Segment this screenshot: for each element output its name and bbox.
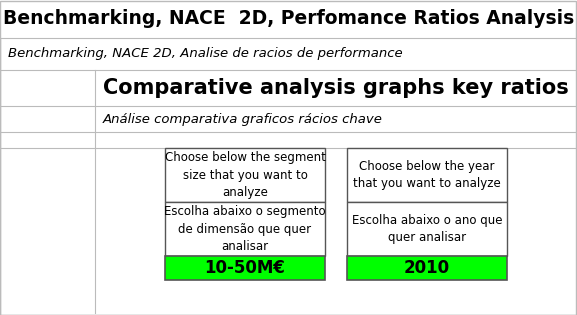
FancyBboxPatch shape: [347, 256, 507, 280]
Text: Escolha abaixo o ano que
quer analisar: Escolha abaixo o ano que quer analisar: [352, 214, 502, 244]
Text: Choose below the year
that you want to analyze: Choose below the year that you want to a…: [353, 160, 501, 190]
Text: 2010: 2010: [404, 259, 450, 277]
FancyBboxPatch shape: [165, 256, 325, 280]
FancyBboxPatch shape: [0, 0, 577, 38]
Text: Benchmarking, NACE  2D, Perfomance Ratios Analysis: Benchmarking, NACE 2D, Perfomance Ratios…: [3, 9, 574, 28]
FancyBboxPatch shape: [347, 148, 507, 202]
Text: Análise comparativa graficos rácios chave: Análise comparativa graficos rácios chav…: [103, 112, 383, 125]
FancyBboxPatch shape: [165, 202, 325, 256]
Text: Escolha abaixo o segmento
de dimensão que quer
analisar: Escolha abaixo o segmento de dimensão qu…: [164, 205, 326, 253]
Text: Comparative analysis graphs key ratios: Comparative analysis graphs key ratios: [103, 78, 569, 98]
FancyBboxPatch shape: [347, 202, 507, 256]
Text: Choose below the segment
size that you want to
analyze: Choose below the segment size that you w…: [164, 151, 325, 199]
Text: Benchmarking, NACE 2D, Analise de racios de performance: Benchmarking, NACE 2D, Analise de racios…: [8, 48, 403, 60]
Text: 10-50M€: 10-50M€: [205, 259, 286, 277]
FancyBboxPatch shape: [165, 148, 325, 202]
